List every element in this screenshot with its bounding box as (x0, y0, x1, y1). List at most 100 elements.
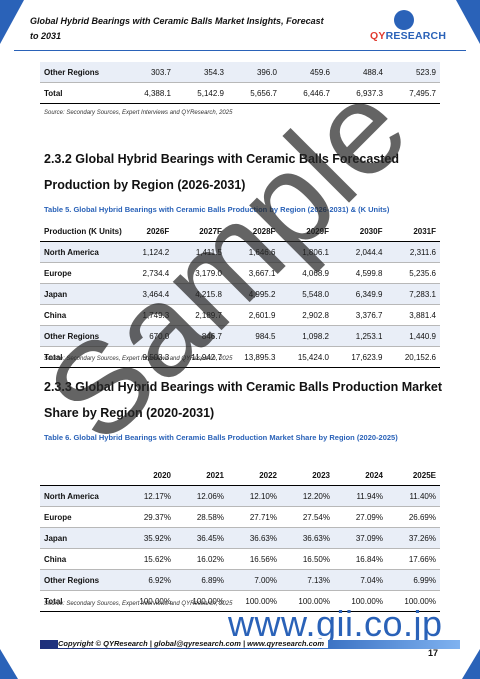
table-cell: 1,098.2 (279, 325, 333, 347)
column-header (40, 465, 122, 486)
table-cell: 4,599.8 (332, 262, 387, 284)
table-cell: 396.0 (228, 62, 281, 83)
column-header: 2027F (173, 221, 226, 242)
row-label: Other Regions (40, 569, 122, 591)
table-cell: 7,283.1 (386, 283, 440, 305)
table-cell: 27.71% (228, 506, 281, 528)
table-cell: 37.09% (334, 527, 387, 549)
table-cell: 6.99% (387, 569, 440, 591)
row-label: Total (40, 346, 126, 368)
column-header: 2022 (228, 465, 281, 486)
table-cell: 36.45% (175, 527, 228, 549)
table-cell: 5,656.7 (228, 82, 281, 104)
table-cell: 15,424.0 (279, 346, 333, 368)
table-cell: 7.00% (228, 569, 281, 591)
table-cell: 3,881.4 (386, 304, 440, 326)
table-cell: 670.0 (125, 325, 174, 347)
column-header: 2028F (225, 221, 280, 242)
table-cell: 1,806.1 (279, 241, 333, 263)
table-5-production-forecast: Production (K Units) 2026F 2027F 2028F 2029F… (40, 221, 440, 368)
table-cell: 1,411.5 (173, 241, 226, 263)
table-cell: 5,548.0 (279, 283, 333, 305)
row-label: Other Regions (40, 62, 122, 83)
globe-icon (394, 10, 414, 30)
table-cell: 1,124.2 (125, 241, 174, 263)
table-cell: 2,044.4 (332, 241, 387, 263)
table-cell: 6,349.9 (332, 283, 387, 305)
column-header: Production (K Units) (40, 221, 126, 242)
section-heading-2-3-3: 2.3.3 Global Hybrid Bearings with Cerami… (44, 380, 443, 420)
table-cell: 354.3 (175, 62, 228, 83)
column-header: 2030F (332, 221, 387, 242)
qyresearch-logo: QYRESEARCH (366, 10, 456, 46)
table-cell: 36.63% (228, 527, 281, 549)
table-cell: 12.20% (281, 485, 334, 507)
table-cell: 100.00% (387, 590, 440, 612)
table-cell: 17.66% (387, 548, 440, 570)
source-note: Source: Secondary Sources, Expert Interv… (44, 110, 233, 116)
table-cell: 35.92% (122, 527, 175, 549)
column-header: 2029F (279, 221, 333, 242)
table-cell: 2,902.8 (279, 304, 333, 326)
table-cell: 3,667.1 (225, 262, 280, 284)
table-cell: 9,503.3 (125, 346, 174, 368)
table-cell: 7.13% (281, 569, 334, 591)
table-cell: 3,464.4 (125, 283, 174, 305)
table-cell: 37.26% (387, 527, 440, 549)
table-cell: 11.94% (334, 485, 387, 507)
table-cell: 100.00% (334, 590, 387, 612)
table-row: Japan 3,464.4 4,215.8 4,995.2 5,548.0 6,349.9… (40, 283, 440, 305)
column-header: 2026F (125, 221, 174, 242)
table-cell: 846.7 (173, 325, 226, 347)
gii-watermark: www.gii.co.jp (228, 603, 443, 644)
table-cell: 7.04% (334, 569, 387, 591)
table-5-caption: Table 5. Global Hybrid Bearings with Cer… (44, 205, 390, 214)
table-cell: 1,646.6 (225, 241, 280, 263)
table-row: Total 4,388.1 5,142.9 5,656.7 6,446.7 6,937.3… (40, 82, 440, 104)
table-row: Total 9,503.3 11,942.7 13,895.3 15,424.0 17,6… (40, 346, 440, 368)
table-cell: 1,253.1 (332, 325, 387, 347)
table-cell: 16.84% (334, 548, 387, 570)
table-row: North America 1,124.2 1,411.5 1,646.6 1,806.… (40, 241, 440, 263)
table-cell: 12.06% (175, 485, 228, 507)
table-cell: 100.00% (175, 590, 228, 612)
row-label: China (40, 304, 126, 326)
row-label: China (40, 548, 122, 570)
table-row: Other Regions 303.7 354.3 396.0 459.6 488.4 52… (40, 62, 440, 83)
table-cell: 1,440.9 (386, 325, 440, 347)
table-cell: 3,179.0 (173, 262, 226, 284)
table-cell: 16.56% (228, 548, 281, 570)
table-cell: 36.63% (281, 527, 334, 549)
table-cell: 100.00% (281, 590, 334, 612)
column-header: 2024 (334, 465, 387, 486)
column-header: 2025E (387, 465, 440, 486)
table-cell: 303.7 (122, 62, 175, 83)
row-label: Europe (40, 506, 122, 528)
table-6-caption: Table 6. Global Hybrid Bearings with Cer… (44, 433, 398, 442)
header-corner-right (456, 0, 480, 44)
table-row: Other Regions 6.92% 6.89% 7.00% 7.13% 7.04% 6.… (40, 569, 440, 591)
table-row: Japan 35.92% 36.45% 36.63% 36.63% 37.09% 37.26… (40, 527, 440, 549)
table-cell: 6.92% (122, 569, 175, 591)
table-cell: 6,446.7 (281, 82, 334, 104)
table-cell: 4,995.2 (225, 283, 280, 305)
table-cell: 26.69% (387, 506, 440, 528)
table-cell: 6,937.3 (334, 82, 387, 104)
table-cell: 11.40% (387, 485, 440, 507)
table-cell: 17,623.9 (332, 346, 387, 368)
table-row: Other Regions 670.0 846.7 984.5 1,098.2 1,253… (40, 325, 440, 347)
footer-corner-left (0, 649, 18, 679)
table-cell: 4,068.9 (279, 262, 333, 284)
table-row: Europe 29.37% 28.58% 27.71% 27.54% 27.09% 26.6… (40, 506, 440, 528)
footer-corner-right (462, 649, 480, 679)
section-heading-2-3-2: 2.3.2 Global Hybrid Bearings with Cerami… (44, 152, 399, 192)
table-cell: 100.00% (228, 590, 281, 612)
page-number: 17 (428, 648, 439, 658)
column-header: 2021 (175, 465, 228, 486)
table-cell: 11,942.7 (173, 346, 226, 368)
table-cell: 27.54% (281, 506, 334, 528)
table-row: Total 100.00% 100.00% 100.00% 100.00% 100.00%… (40, 590, 440, 612)
table-cell: 29.37% (122, 506, 175, 528)
source-note: Source: Secondary Sources, Expert Interv… (44, 356, 233, 362)
table-cell: 16.50% (281, 548, 334, 570)
